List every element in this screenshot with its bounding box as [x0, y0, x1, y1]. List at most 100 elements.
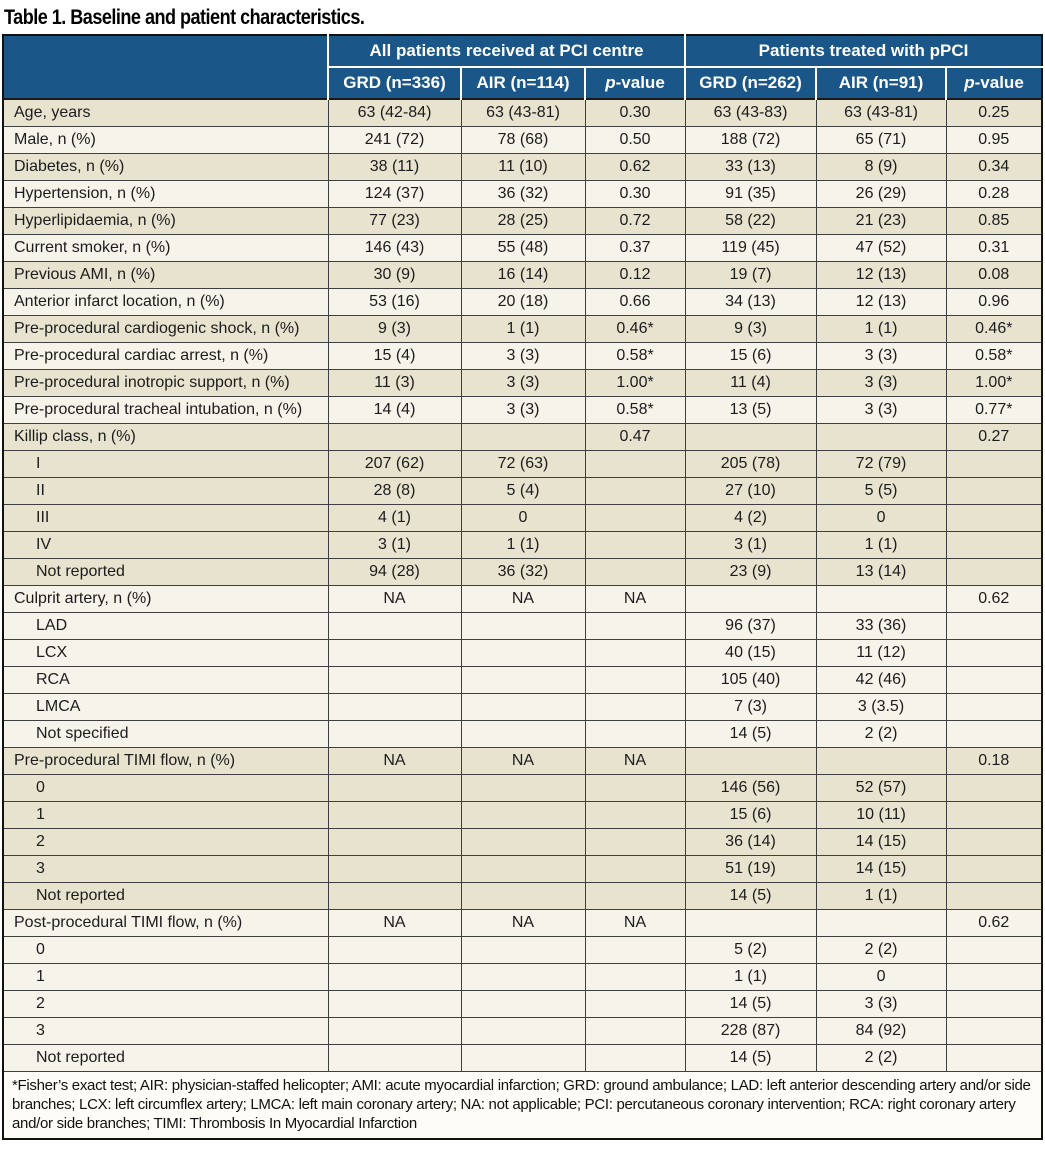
row-label: 2: [2, 989, 329, 1018]
row-label: I: [2, 449, 329, 478]
cell-value: 1 (1): [460, 314, 586, 343]
row-label: Killip class, n (%): [2, 422, 329, 451]
cell-value: 207 (62): [327, 449, 462, 478]
cell-value: [584, 611, 686, 640]
cell-value: 0.95: [945, 125, 1043, 154]
table-row: 2 36 (14) 14 (15): [2, 827, 1043, 856]
cell-value: [584, 1016, 686, 1045]
cell-value: [584, 962, 686, 991]
cell-value: [684, 584, 817, 613]
cell-value: 0.18: [945, 746, 1043, 775]
cell-value: [327, 827, 462, 856]
column-group-ppci: Patients treated with pPCI: [684, 35, 1042, 68]
cell-value: 14 (5): [684, 1043, 817, 1072]
cell-value: [327, 935, 462, 964]
footnote-row: *Fisher’s exact test; AIR: physician-sta…: [3, 1070, 1042, 1139]
cell-value: 3 (3.5): [815, 692, 947, 721]
cell-value: 26 (29): [815, 179, 947, 208]
cell-value: 77 (23): [327, 206, 462, 235]
cell-value: 11 (4): [684, 368, 817, 397]
cell-value: [460, 935, 586, 964]
row-label: RCA: [2, 665, 329, 694]
cell-value: 36 (32): [460, 557, 586, 586]
cell-value: [327, 773, 462, 802]
cell-value: 0.25: [945, 98, 1043, 127]
cell-value: [945, 719, 1043, 748]
cell-value: 0.30: [584, 179, 686, 208]
cell-value: 0.96: [945, 287, 1043, 316]
cell-value: 0.30: [584, 98, 686, 127]
cell-value: 0.72: [584, 206, 686, 235]
row-label: III: [2, 503, 329, 532]
row-label: LAD: [2, 611, 329, 640]
cell-value: 63 (43-81): [815, 98, 947, 127]
cell-value: 9 (3): [684, 314, 817, 343]
row-label: 0: [2, 773, 329, 802]
cell-value: [945, 638, 1043, 667]
cell-value: 38 (11): [327, 152, 462, 181]
cell-value: 1 (1): [815, 314, 947, 343]
cell-value: 65 (71): [815, 125, 947, 154]
cell-value: NA: [584, 908, 686, 937]
cell-value: 12 (13): [815, 260, 947, 289]
pvalue-rest: -value: [974, 73, 1024, 92]
cell-value: [945, 665, 1043, 694]
cell-value: 19 (7): [684, 260, 817, 289]
cell-value: [327, 665, 462, 694]
cell-value: [684, 422, 817, 451]
cell-value: [584, 719, 686, 748]
corner-cell: [3, 35, 329, 99]
row-label: IV: [2, 530, 329, 559]
cell-value: [684, 746, 817, 775]
cell-value: [327, 719, 462, 748]
table-row: Culprit artery, n (%) NA NA NA 0.62: [2, 584, 1043, 613]
cell-value: 0.62: [945, 584, 1043, 613]
cell-value: [460, 638, 586, 667]
cell-value: [945, 827, 1043, 856]
cell-value: [945, 503, 1043, 532]
cell-value: 1 (1): [815, 881, 947, 910]
cell-value: 1 (1): [815, 530, 947, 559]
cell-value: 33 (36): [815, 611, 947, 640]
cell-value: [945, 935, 1043, 964]
cell-value: 0.85: [945, 206, 1043, 235]
cell-value: [460, 989, 586, 1018]
cell-value: 228 (87): [684, 1016, 817, 1045]
cell-value: 9 (3): [327, 314, 462, 343]
cell-value: [460, 1016, 586, 1045]
pvalue-rest: -value: [615, 73, 665, 92]
table-row: LAD 96 (37) 33 (36): [2, 611, 1043, 640]
cell-value: 2 (2): [815, 719, 947, 748]
row-label: 1: [2, 962, 329, 991]
cell-value: 205 (78): [684, 449, 817, 478]
cell-value: 8 (9): [815, 152, 947, 181]
cell-value: [945, 476, 1043, 505]
table-row: 0 146 (56) 52 (57): [2, 773, 1043, 802]
cell-value: 1.00*: [945, 368, 1043, 397]
cell-value: 105 (40): [684, 665, 817, 694]
cell-value: [460, 422, 586, 451]
cell-value: 2 (2): [815, 935, 947, 964]
cell-value: 28 (25): [460, 206, 586, 235]
cell-value: [945, 611, 1043, 640]
row-label: Not reported: [2, 1043, 329, 1072]
cell-value: 14 (15): [815, 854, 947, 883]
table-row: Pre-procedural tracheal intubation, n (%…: [2, 395, 1043, 424]
cell-value: 53 (16): [327, 287, 462, 316]
cell-value: 63 (42-84): [327, 98, 462, 127]
row-label: Diabetes, n (%): [2, 152, 329, 181]
cell-value: 15 (4): [327, 341, 462, 370]
cell-value: [327, 881, 462, 910]
cell-value: [584, 638, 686, 667]
table-row: III 4 (1) 0 4 (2) 0: [2, 503, 1043, 532]
table-row: Male, n (%) 241 (72) 78 (68) 0.50 188 (72) 65…: [2, 125, 1043, 154]
cell-value: [945, 530, 1043, 559]
cell-value: 0.46*: [584, 314, 686, 343]
cell-value: [584, 989, 686, 1018]
cell-value: [945, 692, 1043, 721]
cell-value: [584, 530, 686, 559]
cell-value: 42 (46): [815, 665, 947, 694]
cell-value: 91 (35): [684, 179, 817, 208]
cell-value: [945, 962, 1043, 991]
cell-value: 0.12: [584, 260, 686, 289]
